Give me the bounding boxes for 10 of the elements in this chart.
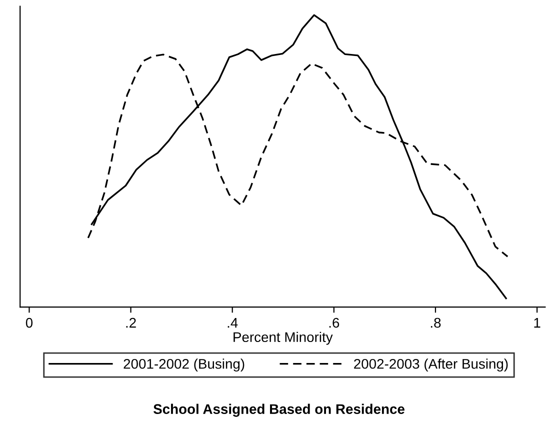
x-tick-label: .4 [228, 318, 238, 328]
x-tick-label: 1 [534, 318, 540, 328]
legend-label: 2001-2002 (Busing) [124, 358, 244, 372]
x-tick-label: 0 [26, 318, 33, 328]
text: School Assigned Based on Residence [153, 404, 404, 417]
x-tick-label: .2 [126, 318, 136, 328]
x-tick-label: .8 [430, 318, 441, 328]
x-tick-label: .6 [329, 318, 340, 328]
legend-label: 2002-2003 (After Busing) [354, 358, 508, 372]
x-axis-title: Percent Minority [234, 332, 333, 345]
